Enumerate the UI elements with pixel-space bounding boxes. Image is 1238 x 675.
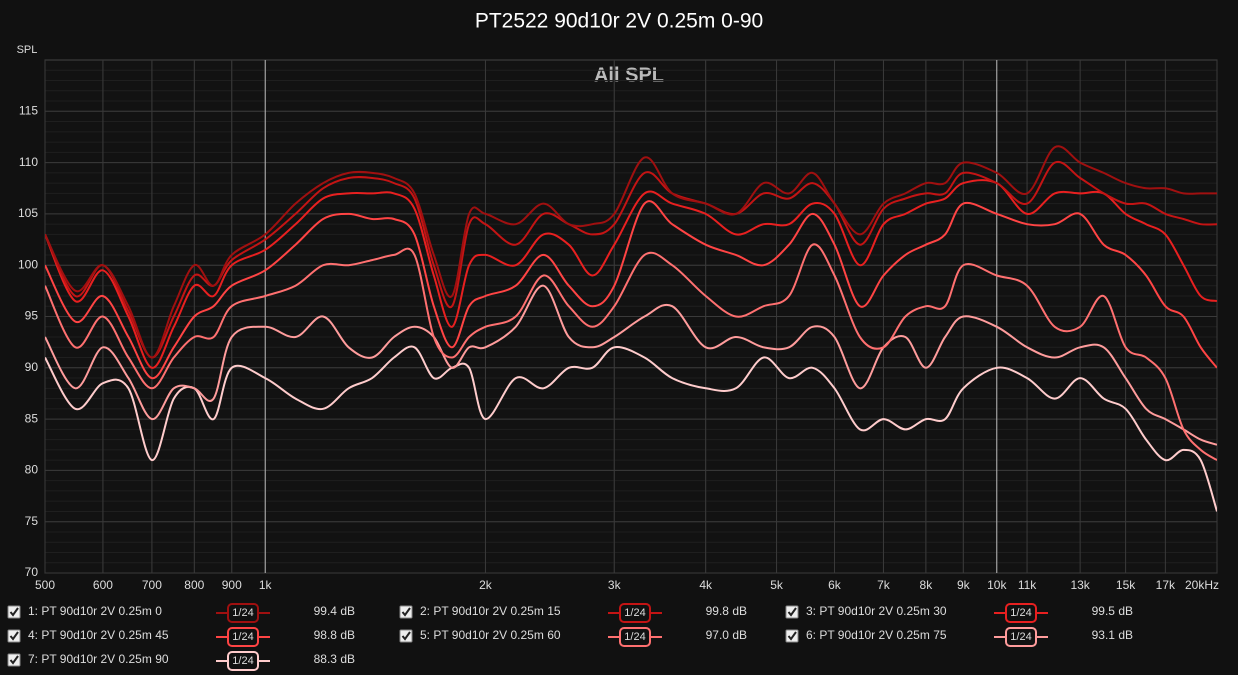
smoothing-box	[619, 627, 651, 647]
x-tick-label: 2k	[479, 578, 493, 592]
x-tick-label: 500	[35, 578, 55, 592]
legend-label: 7: PT 90d10r 2V 0.25m 90	[28, 652, 169, 666]
legend-level: 93.1 dB	[1092, 628, 1133, 642]
x-tick-label: 8k	[920, 578, 934, 592]
y-tick-label: 75	[25, 514, 39, 528]
y-tick-label: 70	[25, 565, 39, 579]
series-line	[45, 284, 1217, 446]
x-tick-label: 9k	[957, 578, 971, 592]
checkbox-check	[787, 631, 797, 641]
legend-label: 3: PT 90d10r 2V 0.25m 30	[806, 604, 947, 618]
y-tick-label: 95	[25, 309, 39, 323]
series-line	[45, 145, 1217, 359]
legend-level: 99.4 dB	[314, 604, 355, 618]
series-line	[45, 179, 1217, 369]
legend-checkbox[interactable]	[785, 605, 799, 619]
checkbox-check	[787, 607, 797, 617]
x-tick-label: 600	[93, 578, 113, 592]
chart-subtitle: All SPL	[594, 64, 664, 86]
legend-label: 4: PT 90d10r 2V 0.25m 45	[28, 628, 169, 642]
smoothing-box	[619, 603, 651, 623]
series-line	[45, 160, 1217, 359]
checkbox-check	[9, 655, 19, 665]
smoothing-label: 1/24	[624, 631, 645, 643]
legend-checkbox[interactable]	[399, 605, 413, 619]
checkbox-check	[401, 631, 411, 641]
legend-label: 1: PT 90d10r 2V 0.25m 0	[28, 604, 162, 618]
x-tick-label: 17k	[1156, 578, 1176, 592]
legend-level: 99.5 dB	[1092, 604, 1133, 618]
smoothing-label: 1/24	[1010, 607, 1031, 619]
legend-checkbox[interactable]	[7, 629, 21, 643]
smoothing-box	[227, 627, 259, 647]
smoothing-box	[227, 651, 259, 671]
x-tick-label: 7k	[877, 578, 891, 592]
series-line	[45, 200, 1217, 380]
x-tick-label: 13k	[1070, 578, 1090, 592]
smoothing-box	[227, 603, 259, 623]
checkbox-check	[9, 631, 19, 641]
smoothing-box	[1005, 627, 1037, 647]
legend-entry: 1: PT 90d10r 2V 0.25m 0 1/24 99.4 dB	[7, 603, 355, 623]
y-tick-label: 100	[18, 257, 38, 271]
legend-entry: 2: PT 90d10r 2V 0.25m 15 1/24 99.8 dB	[399, 603, 747, 623]
legend-entry: 7: PT 90d10r 2V 0.25m 90 1/24 88.3 dB	[7, 651, 355, 671]
legend-checkbox[interactable]	[7, 653, 21, 667]
legend-level: 99.8 dB	[706, 604, 747, 618]
x-tick-label: 900	[222, 578, 242, 592]
legend-entry: 4: PT 90d10r 2V 0.25m 45 1/24 98.8 dB	[7, 627, 355, 647]
legend-level: 98.8 dB	[314, 628, 355, 642]
legend-checkbox[interactable]	[7, 605, 21, 619]
smoothing-label: 1/24	[1010, 631, 1031, 643]
legend-entry: 5: PT 90d10r 2V 0.25m 60 1/24 97.0 dB	[399, 627, 747, 647]
smoothing-label: 1/24	[624, 607, 645, 619]
x-tick-label: 4k	[699, 578, 713, 592]
smoothing-label: 1/24	[232, 607, 253, 619]
x-tick-label: 800	[184, 578, 204, 592]
x-tick-label: 1k	[259, 578, 273, 592]
series-line	[45, 345, 1217, 512]
x-tick-label: 3k	[608, 578, 622, 592]
y-axis-label: SPL	[17, 44, 38, 56]
legend-label: 2: PT 90d10r 2V 0.25m 15	[420, 604, 561, 618]
y-tick-label: 110	[19, 155, 38, 169]
legend-entry: 6: PT 90d10r 2V 0.25m 75 1/24 93.1 dB	[785, 627, 1133, 647]
smoothing-label: 1/24	[232, 631, 253, 643]
series-line	[45, 243, 1217, 461]
smoothing-label: 1/24	[232, 655, 253, 667]
y-tick-label: 115	[19, 103, 38, 117]
x-tick-label: 700	[142, 578, 162, 592]
checkbox-check	[9, 607, 19, 617]
x-tick-label: 20kHz	[1185, 578, 1219, 592]
x-tick-label: 10k	[987, 578, 1007, 592]
chart-title: PT2522 90d10r 2V 0.25m 0-90	[475, 10, 763, 33]
legend-label: 5: PT 90d10r 2V 0.25m 60	[420, 628, 561, 642]
y-tick-label: 105	[18, 206, 38, 220]
x-tick-label: 15k	[1116, 578, 1136, 592]
legend-label: 6: PT 90d10r 2V 0.25m 75	[806, 628, 947, 642]
x-tick-label: 11k	[1018, 578, 1037, 592]
x-tick-label: 5k	[770, 578, 784, 592]
y-tick-label: 90	[25, 360, 39, 374]
x-tick-label: 6k	[828, 578, 842, 592]
legend-level: 88.3 dB	[314, 652, 355, 666]
legend-level: 97.0 dB	[706, 628, 747, 642]
checkbox-check	[401, 607, 411, 617]
legend-checkbox[interactable]	[785, 629, 799, 643]
y-tick-label: 80	[25, 463, 39, 477]
legend-entry: 3: PT 90d10r 2V 0.25m 30 1/24 99.5 dB	[785, 603, 1133, 623]
y-tick-label: 85	[25, 411, 39, 425]
legend-checkbox[interactable]	[399, 629, 413, 643]
smoothing-box	[1005, 603, 1037, 623]
